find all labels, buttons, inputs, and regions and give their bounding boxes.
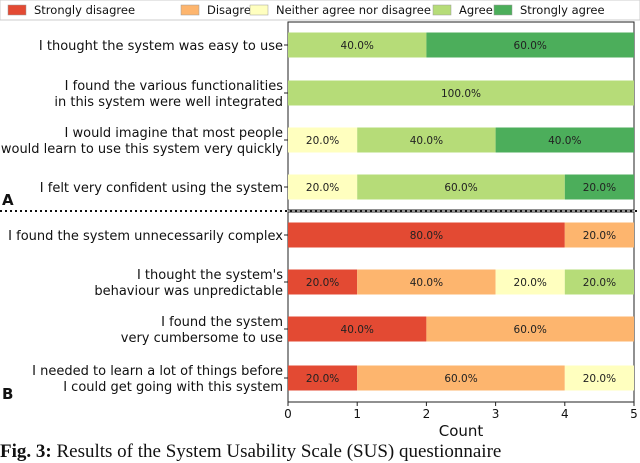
data-label: 40.0% (548, 135, 581, 147)
data-label: 20.0% (306, 135, 339, 147)
data-label: 40.0% (410, 277, 443, 289)
bar-segment (288, 269, 358, 295)
x-axis: 0 1 2 3 4 5 Count (284, 402, 638, 440)
question-label: I could get going with this system (63, 380, 283, 395)
question-label: in this system were well integrated (54, 95, 283, 110)
legend-swatch (7, 4, 27, 16)
bar-segment (357, 127, 496, 153)
data-label: 60.0% (444, 373, 477, 385)
question-label: I would imagine that most people (65, 126, 283, 141)
legend-frame (0, 0, 640, 21)
bar-segment (564, 222, 634, 248)
data-label: 20.0% (583, 182, 616, 194)
bar-segment (357, 365, 565, 391)
legend-label: Neither agree nor disagree (276, 3, 431, 17)
legend-label: Agree (459, 3, 493, 17)
figure-caption: Fig. 3: Results of the System Usability … (0, 441, 640, 463)
x-tick-label: 1 (353, 407, 361, 421)
data-label: 40.0% (341, 324, 374, 336)
question-label: I found the system unnecessarily complex (8, 229, 283, 244)
bar-segment (426, 316, 634, 342)
bar-segment (426, 32, 634, 58)
question-label: very cumbersome to use (121, 331, 283, 346)
data-label: 20.0% (514, 277, 547, 289)
question-label: I found the system (161, 315, 283, 330)
bar-segment (357, 269, 496, 295)
bar-segment (495, 127, 634, 153)
x-tick-label: 4 (561, 407, 569, 421)
legend-swatch (180, 4, 200, 16)
caption-text: Results of the System Usability Scale (S… (56, 441, 502, 462)
data-label: 100.0% (441, 88, 481, 100)
chart-panels: A I thought the system was easy to use 40.… (0, 21, 640, 403)
bar-segment (564, 269, 634, 295)
question-label: I thought the system's (137, 268, 283, 283)
data-label: 20.0% (306, 182, 339, 194)
question-label: I needed to learn a lot of things before (32, 364, 283, 379)
bar-segment (564, 174, 634, 200)
bar-segment (288, 174, 358, 200)
bar-segment (357, 174, 565, 200)
x-tick-label: 0 (284, 407, 292, 421)
question-label: would learn to use this system very quic… (1, 142, 283, 157)
x-tick-label: 5 (630, 407, 638, 421)
data-label: 20.0% (583, 277, 616, 289)
data-label: 80.0% (410, 230, 443, 242)
data-label: 20.0% (306, 277, 339, 289)
data-label: 40.0% (410, 135, 443, 147)
legend-swatch (249, 4, 269, 16)
x-tick-label: 3 (492, 407, 500, 421)
x-tick-label: 2 (423, 407, 431, 421)
bar-segment (288, 222, 565, 248)
bar-segment (288, 80, 634, 106)
question-label: behaviour was unpredictable (94, 284, 283, 299)
bar-segment (288, 32, 427, 58)
data-label: 20.0% (306, 373, 339, 385)
bar-segment (288, 365, 358, 391)
caption-prefix: Fig. 3: (0, 441, 52, 462)
legend-swatch (493, 4, 513, 16)
legend-label: Strongly disagree (34, 3, 135, 17)
panel-label: B (2, 385, 13, 403)
data-label: 40.0% (341, 40, 374, 52)
data-label: 60.0% (514, 40, 547, 52)
data-label: 20.0% (583, 373, 616, 385)
data-label: 60.0% (444, 182, 477, 194)
data-label: 20.0% (583, 230, 616, 242)
bar-segment (495, 269, 565, 295)
panel-label: A (2, 191, 14, 209)
bar-segment (288, 127, 358, 153)
question-label: I felt very confident using the system (40, 181, 283, 196)
bar-segment (564, 365, 634, 391)
bar-segment (288, 316, 427, 342)
legend-label: Strongly agree (520, 3, 605, 17)
question-label: I found the various functionalities (65, 79, 284, 94)
data-label: 60.0% (514, 324, 547, 336)
legend-swatch (432, 4, 452, 16)
question-label: I thought the system was easy to use (39, 39, 283, 54)
chart-legend: Strongly disagree Disagree Neither agree n… (0, 0, 640, 21)
x-axis-label: Count (439, 422, 484, 440)
legend-label: Disagree (207, 3, 258, 17)
